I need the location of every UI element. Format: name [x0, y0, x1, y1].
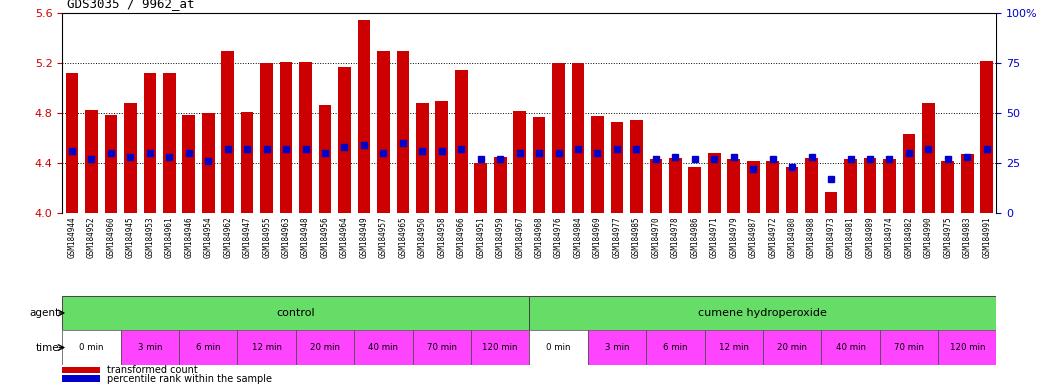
Text: GDS3035 / 9962_at: GDS3035 / 9962_at [67, 0, 195, 10]
Bar [532, 117, 545, 213]
Bar [588, 330, 646, 365]
Bar [529, 330, 588, 365]
Bar [125, 103, 137, 213]
Text: agent: agent [29, 308, 59, 318]
Bar [413, 330, 471, 365]
Bar [221, 51, 234, 213]
Bar [280, 62, 293, 213]
Bar [941, 161, 954, 213]
Text: 120 min: 120 min [483, 343, 518, 352]
Bar [474, 163, 487, 213]
Bar [747, 161, 760, 213]
Bar [903, 134, 916, 213]
Bar [180, 330, 238, 365]
Bar [416, 103, 429, 213]
Bar [630, 119, 643, 213]
Bar [397, 51, 409, 213]
Bar [766, 161, 778, 213]
Text: cumene hydroperoxide: cumene hydroperoxide [699, 308, 827, 318]
Text: 40 min: 40 min [368, 343, 399, 352]
Bar [163, 73, 175, 213]
Bar [377, 51, 389, 213]
Bar [879, 330, 938, 365]
Bar [728, 159, 740, 213]
Text: 12 min: 12 min [251, 343, 281, 352]
Bar [864, 158, 876, 213]
Bar [85, 109, 98, 213]
Bar [688, 167, 701, 213]
Text: transformed count: transformed count [107, 365, 198, 375]
Text: 0 min: 0 min [79, 343, 104, 352]
Bar [471, 330, 529, 365]
Bar [572, 63, 584, 213]
Bar [514, 111, 526, 213]
Text: 70 min: 70 min [427, 343, 457, 352]
Bar [786, 167, 798, 213]
Bar [981, 61, 993, 213]
Bar [62, 367, 100, 373]
Bar [62, 296, 529, 330]
Bar [296, 330, 354, 365]
Bar [143, 73, 156, 213]
Bar [670, 158, 682, 213]
Bar [261, 63, 273, 213]
Bar [120, 330, 179, 365]
Text: 0 min: 0 min [546, 343, 571, 352]
Bar [455, 70, 467, 213]
Bar [105, 114, 117, 213]
Bar [319, 104, 331, 213]
Text: 12 min: 12 min [718, 343, 748, 352]
Bar [805, 158, 818, 213]
Bar [883, 159, 896, 213]
Bar [763, 330, 821, 365]
Bar [202, 113, 215, 213]
Bar [62, 376, 100, 382]
Bar [938, 330, 996, 365]
Bar [650, 159, 662, 213]
Text: 40 min: 40 min [836, 343, 866, 352]
Bar [821, 330, 879, 365]
Bar [238, 330, 296, 365]
Bar [529, 296, 996, 330]
Bar [705, 330, 763, 365]
Text: 20 min: 20 min [310, 343, 340, 352]
Bar [708, 153, 720, 213]
Bar [646, 330, 705, 365]
Bar [358, 20, 371, 213]
Bar [961, 154, 974, 213]
Bar [65, 73, 78, 213]
Text: 3 min: 3 min [605, 343, 629, 352]
Text: 6 min: 6 min [196, 343, 220, 352]
Bar [592, 116, 604, 213]
Bar [183, 114, 195, 213]
Bar [241, 112, 253, 213]
Bar [922, 103, 934, 213]
Bar [825, 192, 838, 213]
Bar [552, 63, 565, 213]
Text: time: time [35, 343, 59, 353]
Text: control: control [276, 308, 316, 318]
Text: 3 min: 3 min [138, 343, 162, 352]
Bar [338, 67, 351, 213]
Bar [62, 330, 120, 365]
Text: 20 min: 20 min [777, 343, 808, 352]
Bar [844, 159, 856, 213]
Text: percentile rank within the sample: percentile rank within the sample [107, 374, 272, 384]
Bar [436, 101, 448, 213]
Bar [354, 330, 412, 365]
Text: 120 min: 120 min [950, 343, 985, 352]
Text: 70 min: 70 min [894, 343, 924, 352]
Bar [299, 62, 311, 213]
Bar [610, 122, 623, 213]
Text: 6 min: 6 min [663, 343, 687, 352]
Bar [494, 157, 507, 213]
